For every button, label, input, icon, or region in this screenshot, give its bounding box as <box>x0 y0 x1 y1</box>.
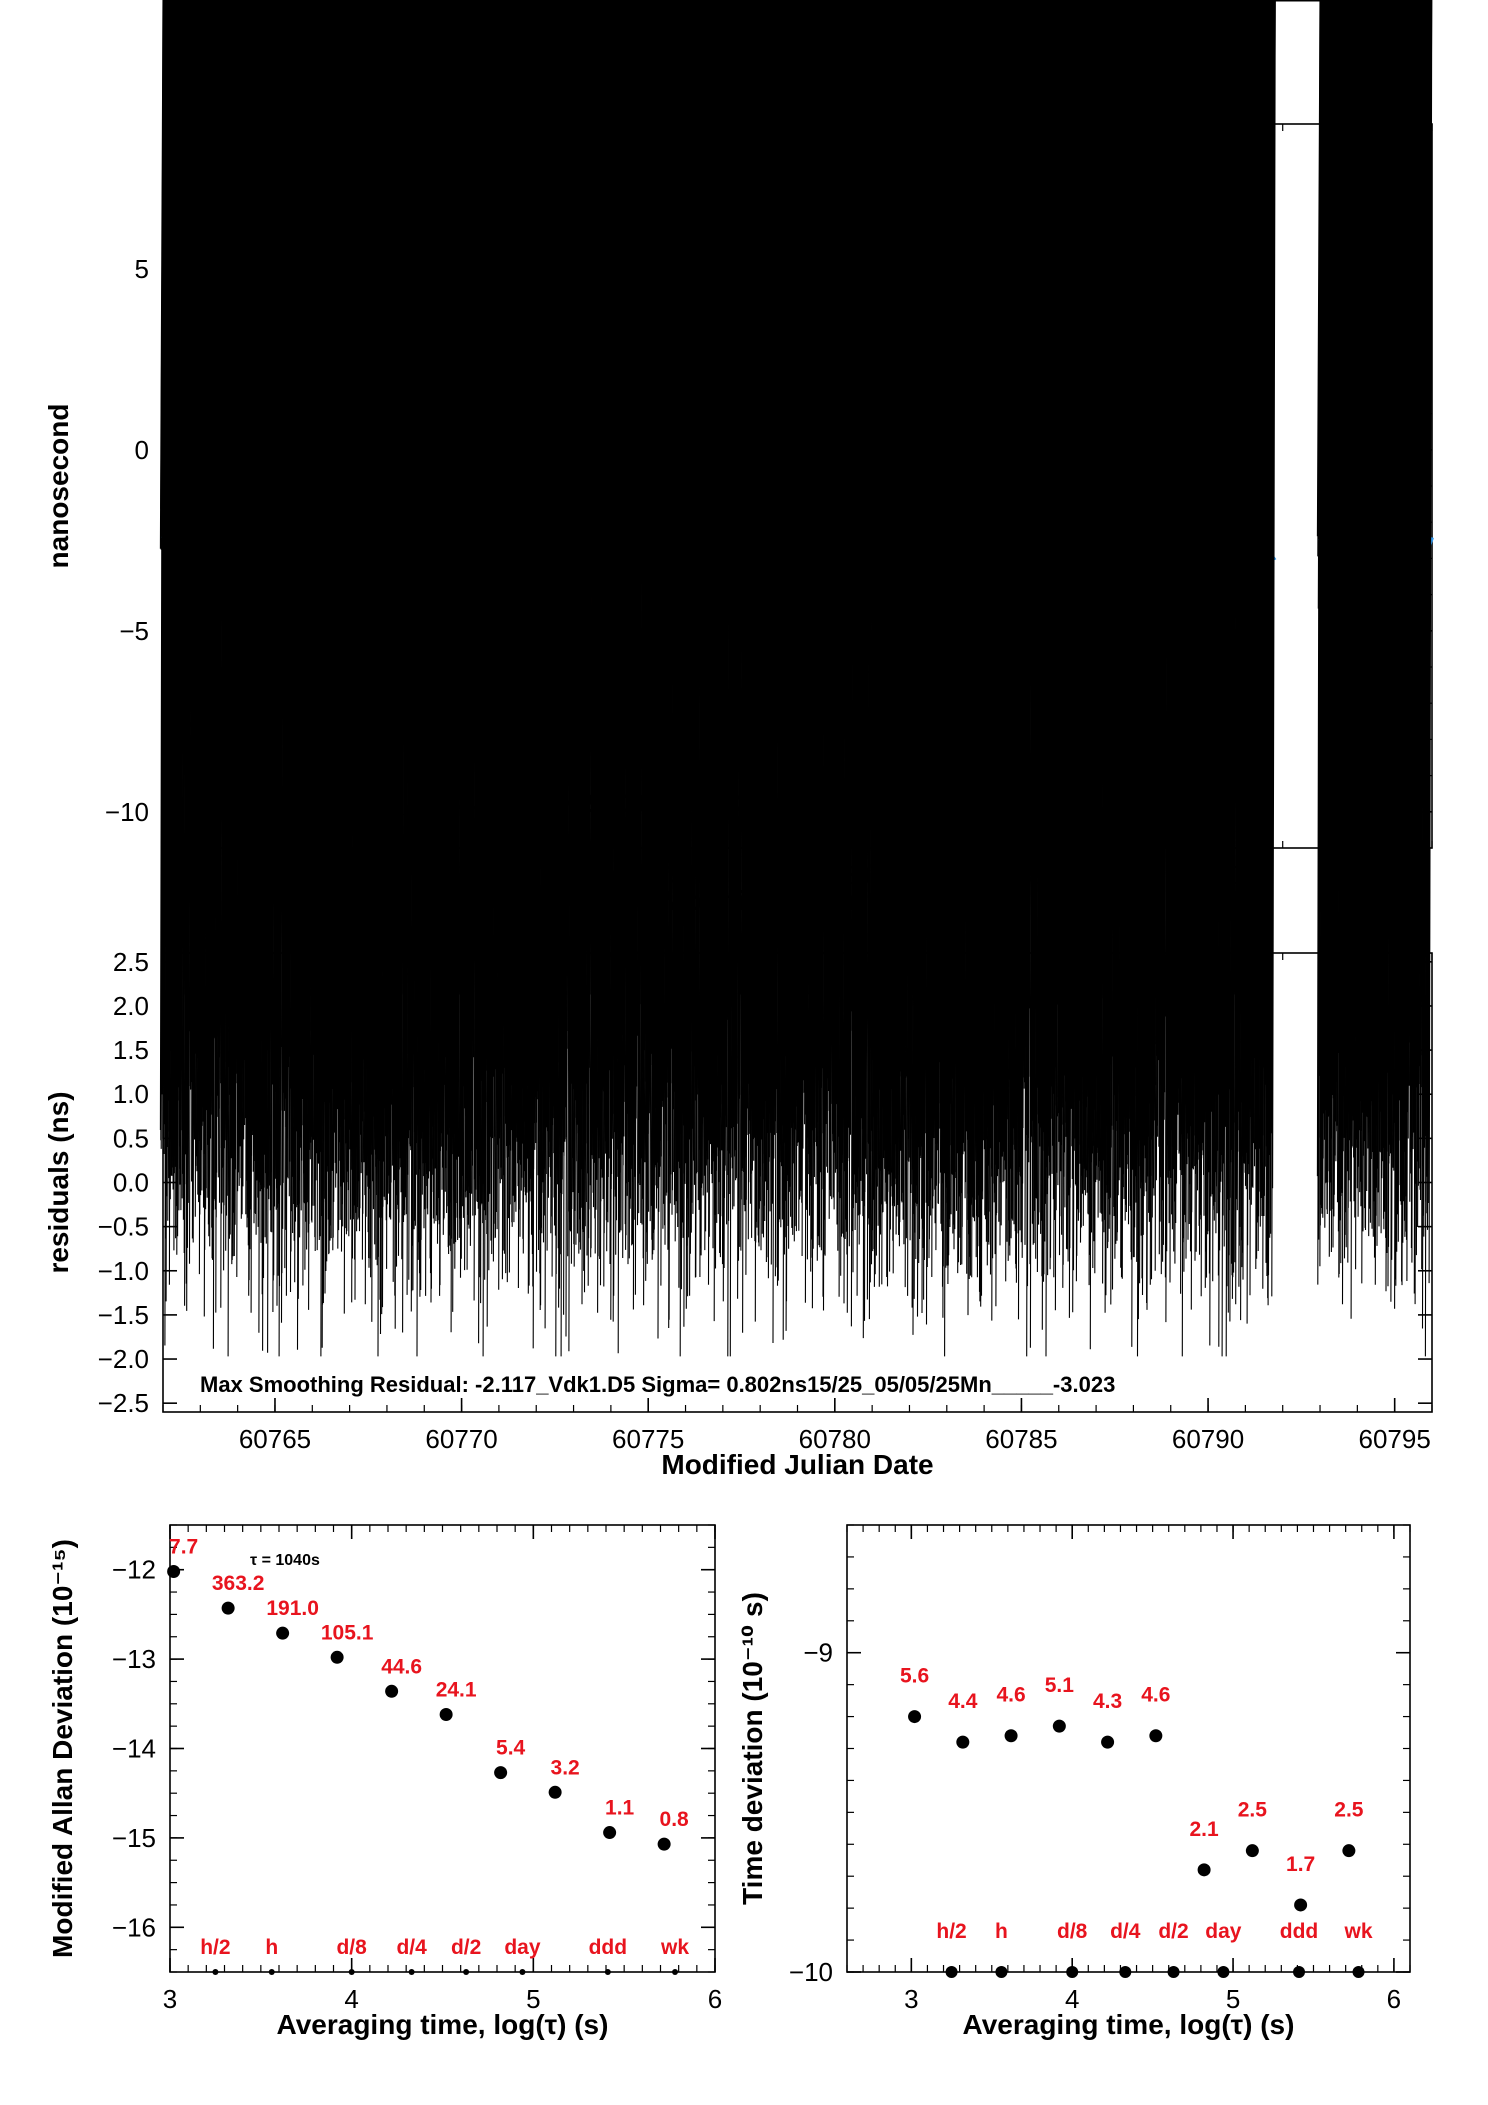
res-ytick-label: 1.0 <box>113 1079 149 1109</box>
res-ytick-label: −2.5 <box>98 1388 149 1418</box>
residuals-panel: 60765 60770 60775 60780 60785 60790 60795 2.5 2.… <box>43 1 1432 1480</box>
res-xtick-label: 60780 <box>799 1424 871 1454</box>
ts-ytick-label: −5 <box>119 616 149 646</box>
res-ytick-label: 1.5 <box>113 1035 149 1065</box>
res-xtick-label: 60785 <box>985 1424 1057 1454</box>
res-x-axis-title: Modified Julian Date <box>661 1449 933 1480</box>
res-ytick-label: −0.5 <box>98 1212 149 1242</box>
ts-ytick-label: 0 <box>135 435 149 465</box>
res-ytick-label: 2.5 <box>113 947 149 977</box>
res-ytick-label: 0.0 <box>113 1168 149 1198</box>
res-xtick-label: 60795 <box>1359 1424 1431 1454</box>
res-ytick-label: −2.0 <box>98 1344 149 1374</box>
res-xtick-label: 60770 <box>425 1424 497 1454</box>
res-ytick-label: 2.0 <box>113 991 149 1021</box>
res-xtick-label: 60790 <box>1172 1424 1244 1454</box>
ts-ytick-label: −10 <box>105 797 149 827</box>
res-xtick-label: 60775 <box>612 1424 684 1454</box>
res-ytick-label: −1.0 <box>98 1256 149 1286</box>
res-scatter-points <box>160 1 1431 1359</box>
res-ytick-label: 0.5 <box>113 1123 149 1153</box>
ts-ytick-label: 5 <box>135 254 149 284</box>
res-y-axis-title: residuals (ns) <box>43 1091 74 1273</box>
ts-y-axis-title: nanosecond <box>43 404 74 569</box>
res-ytick-label: −1.5 <box>98 1300 149 1330</box>
res-xtick-label: 60765 <box>239 1424 311 1454</box>
